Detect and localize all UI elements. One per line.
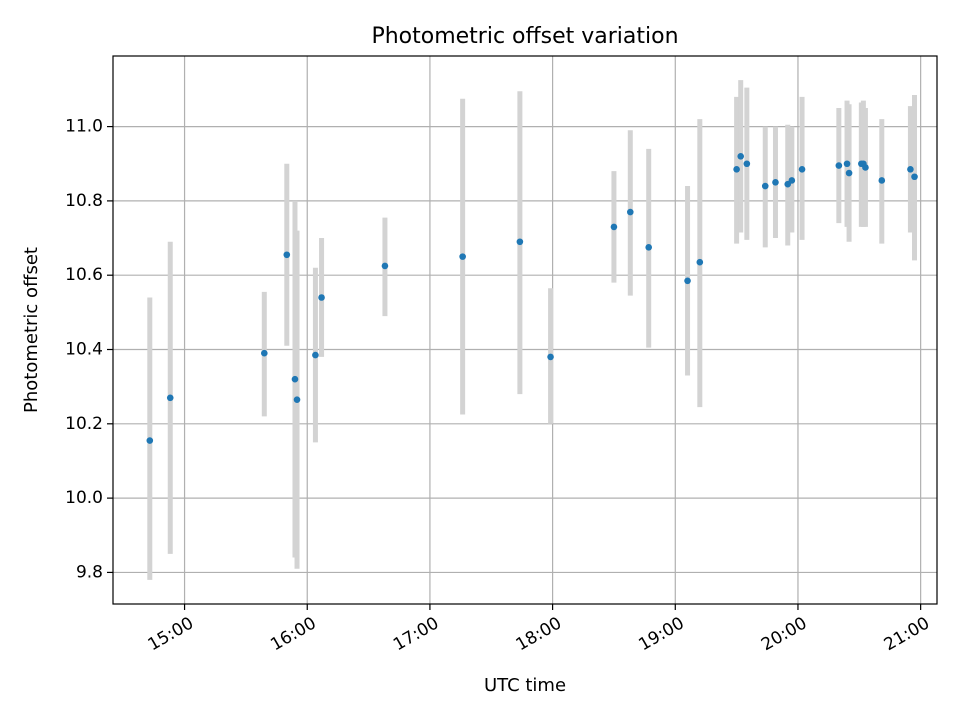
data-point bbox=[312, 351, 319, 359]
data-point bbox=[862, 164, 869, 171]
data-point bbox=[146, 437, 154, 444]
data-point bbox=[733, 166, 740, 173]
data-point bbox=[459, 253, 466, 260]
y-tick-label: 10.4 bbox=[65, 340, 103, 360]
data-point bbox=[761, 182, 769, 190]
data-point bbox=[516, 238, 524, 246]
data-point bbox=[645, 244, 653, 251]
plot-frame bbox=[112, 55, 938, 605]
plot-area bbox=[113, 56, 937, 604]
data-point bbox=[318, 294, 325, 301]
data-point bbox=[798, 166, 806, 173]
data-point bbox=[291, 375, 299, 383]
y-tick-label: 10.2 bbox=[65, 414, 103, 434]
data-point bbox=[610, 223, 618, 231]
data-points bbox=[146, 153, 918, 444]
data-point bbox=[907, 166, 914, 173]
data-point bbox=[843, 160, 851, 168]
data-point bbox=[381, 262, 389, 270]
data-point bbox=[696, 258, 704, 266]
y-axis-ticks: 9.8 10.0 10.2 10.4 10.6 10.8 11.0 bbox=[65, 117, 113, 582]
y-tick-label: 9.8 bbox=[76, 562, 103, 582]
data-point bbox=[547, 353, 554, 361]
grid bbox=[113, 56, 937, 604]
data-point bbox=[684, 277, 691, 285]
data-point bbox=[845, 169, 853, 177]
y-tick-label: 11.0 bbox=[65, 117, 103, 137]
data-point bbox=[788, 177, 796, 184]
data-point bbox=[293, 396, 301, 403]
data-point bbox=[911, 173, 918, 181]
data-point bbox=[166, 394, 174, 402]
y-tick-label: 10.8 bbox=[65, 191, 103, 211]
data-point bbox=[772, 179, 779, 186]
y-tick-label: 10.0 bbox=[65, 488, 103, 508]
x-axis-label: UTC time bbox=[484, 675, 566, 696]
data-point bbox=[743, 160, 751, 168]
data-point bbox=[627, 208, 634, 216]
y-axis-label: Photometric offset bbox=[21, 247, 42, 413]
data-point bbox=[261, 349, 268, 357]
data-point bbox=[835, 162, 843, 169]
y-tick-label: 10.6 bbox=[65, 265, 103, 285]
data-point bbox=[737, 153, 745, 160]
data-point bbox=[283, 251, 291, 259]
chart-title: Photometric offset variation bbox=[371, 24, 678, 49]
data-point bbox=[878, 177, 886, 184]
